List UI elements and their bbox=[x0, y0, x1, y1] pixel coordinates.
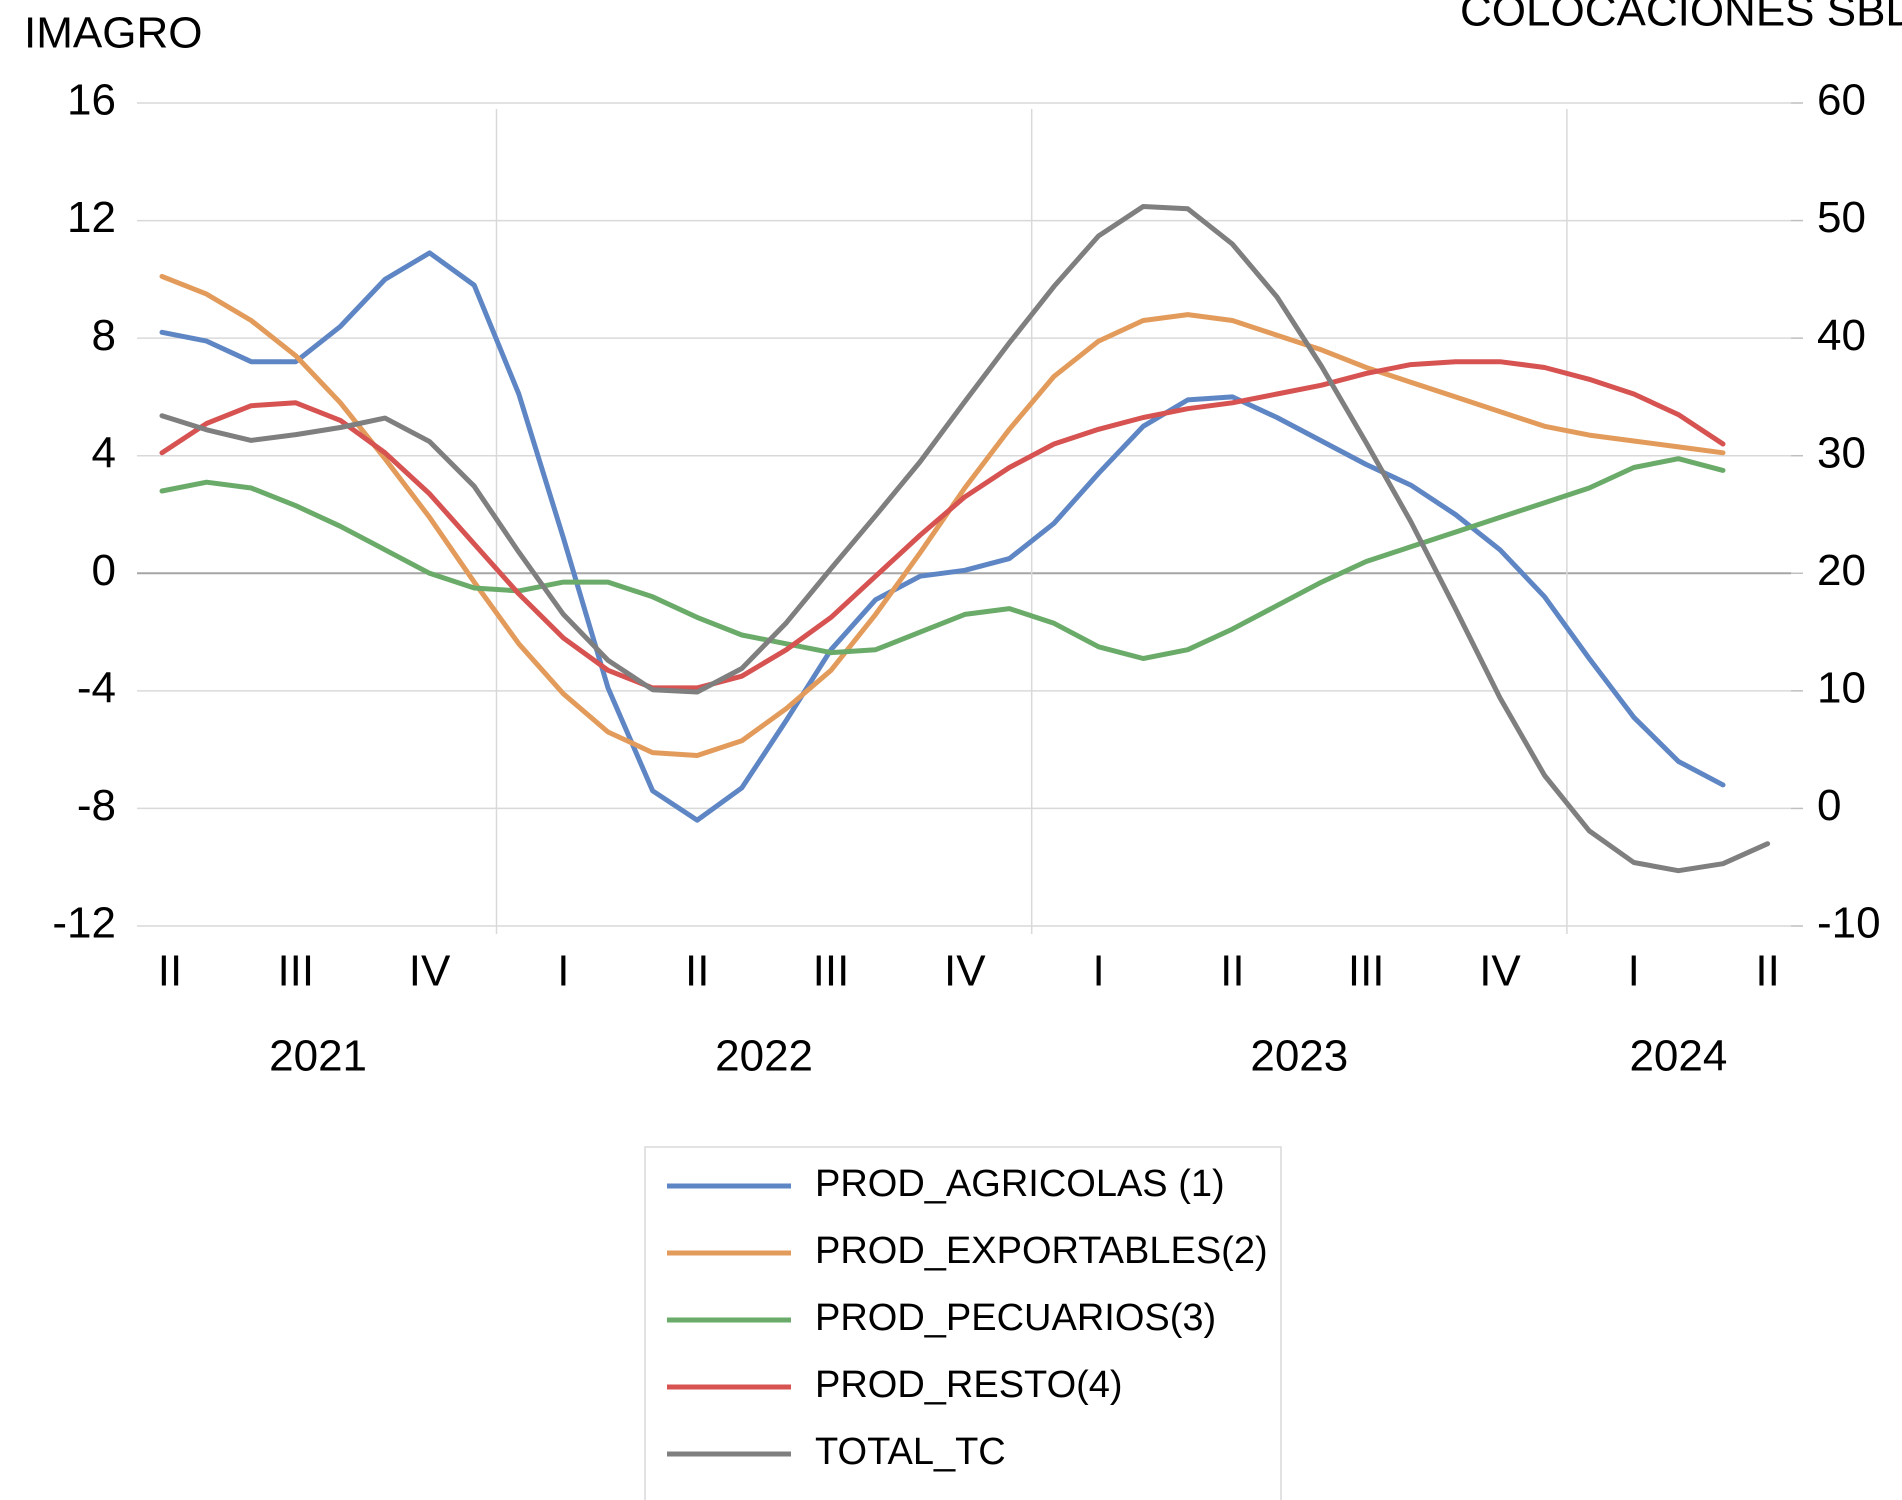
y2-tick-label: 60 bbox=[1817, 76, 1866, 125]
y-tick-label: -4 bbox=[77, 663, 116, 712]
series-line bbox=[159, 273, 1726, 758]
series-line bbox=[159, 204, 1771, 874]
x-tick-label: I bbox=[1628, 947, 1640, 996]
y-tick-label: 4 bbox=[92, 428, 116, 477]
y-axis-title: IMAGRO bbox=[24, 9, 202, 58]
y-tick-label: 8 bbox=[92, 311, 116, 360]
legend-label: TOTAL_TC bbox=[815, 1431, 1006, 1473]
x-tick-label: II bbox=[1755, 947, 1779, 996]
y-tick-label: 0 bbox=[92, 546, 116, 595]
series-line bbox=[159, 359, 1726, 691]
y2-tick-label: 40 bbox=[1817, 311, 1866, 360]
legend-label: PROD_AGRICOLAS (1) bbox=[815, 1163, 1225, 1205]
x-tick-label: IV bbox=[1479, 947, 1521, 996]
y-tick-label: -8 bbox=[77, 781, 116, 830]
y2-tick-label: 20 bbox=[1817, 546, 1866, 595]
x-tick-label: I bbox=[1092, 947, 1104, 996]
y-tick-label: 16 bbox=[67, 76, 116, 125]
legend-label: PROD_PECUARIOS(3) bbox=[815, 1297, 1216, 1339]
x-tick-label: II bbox=[158, 947, 182, 996]
legend-label: PROD_RESTO(4) bbox=[815, 1364, 1123, 1406]
x-tick-label: I bbox=[557, 947, 569, 996]
y2-tick-label: 0 bbox=[1817, 781, 1841, 830]
y2-tick-label: -10 bbox=[1817, 899, 1881, 948]
year-label: 2022 bbox=[715, 1032, 813, 1081]
x-tick-label: II bbox=[1220, 947, 1244, 996]
x-tick-label: III bbox=[813, 947, 850, 996]
legend: PROD_AGRICOLAS (1) PROD_EXPORTABLES(2) PRO… bbox=[667, 1163, 1268, 1473]
x-tick-label: III bbox=[1348, 947, 1385, 996]
x-tick-label: III bbox=[277, 947, 314, 996]
x-tick-label: II bbox=[685, 947, 709, 996]
y2-tick-label: 50 bbox=[1817, 193, 1866, 242]
y2-tick-label: 30 bbox=[1817, 428, 1866, 477]
y-tick-label: -12 bbox=[52, 899, 116, 948]
series-line bbox=[159, 456, 1726, 661]
year-label: 2023 bbox=[1250, 1032, 1348, 1081]
series-line bbox=[159, 250, 1726, 823]
year-label: 2021 bbox=[269, 1032, 367, 1081]
year-label: 2024 bbox=[1629, 1032, 1727, 1081]
legend-label: PROD_EXPORTABLES(2) bbox=[815, 1230, 1268, 1272]
y2-axis-title: COLOCACIONES SBD bbox=[1460, 0, 1902, 36]
y-tick-label: 12 bbox=[67, 193, 116, 242]
x-tick-label: IV bbox=[409, 947, 451, 996]
legend-box bbox=[644, 1146, 1282, 1500]
y2-tick-label: 10 bbox=[1817, 663, 1866, 712]
x-tick-label: IV bbox=[944, 947, 986, 996]
